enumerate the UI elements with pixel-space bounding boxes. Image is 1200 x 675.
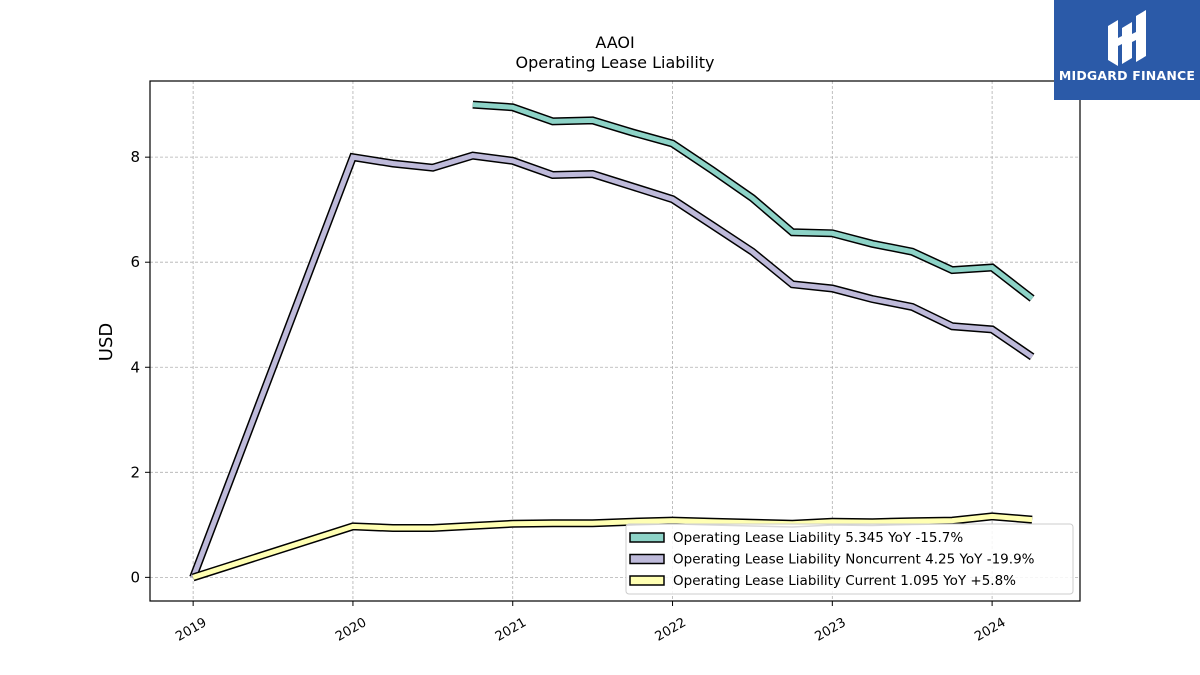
legend-swatch — [629, 532, 665, 543]
x-tick-label: 2021 — [493, 615, 529, 645]
series-line-2 — [192, 513, 1033, 580]
brand-name: MIDGARD FINANCE — [1058, 68, 1196, 83]
y-tick-label: 6 — [130, 253, 140, 271]
legend-item-label: Operating Lease Liability Noncurrent 4.2… — [673, 552, 1035, 568]
y-tick-label: 8 — [130, 148, 140, 166]
series-outline-1 — [189, 151, 1035, 579]
legend-swatch — [629, 553, 665, 565]
x-tick-label: 2023 — [812, 615, 848, 645]
brand-logo: MIDGARD FINANCE — [1054, 0, 1200, 100]
x-tick-label: 2024 — [972, 615, 1008, 645]
plot-area-frame — [149, 80, 1081, 602]
x-tick-label: 2022 — [653, 615, 689, 645]
x-tick-label: 2019 — [173, 615, 209, 645]
y-tick-label: 2 — [130, 463, 140, 481]
x-tick-label: 2020 — [333, 615, 369, 645]
chart-title: AAOI — [595, 33, 634, 52]
chart-subtitle: Operating Lease Liability — [515, 53, 714, 72]
y-tick-label: 0 — [130, 568, 140, 586]
grid-lines — [150, 81, 1080, 601]
legend-swatch — [629, 575, 665, 586]
series-line-0 — [472, 102, 1034, 301]
midgard-logo-icon — [1108, 10, 1146, 66]
legend-box — [625, 523, 1074, 595]
legend-item-label: Operating Lease Liability Current 1.095 … — [673, 573, 1016, 589]
y-tick-label: 4 — [130, 358, 140, 376]
y-axis-label: USD — [96, 323, 117, 361]
series-lines — [189, 100, 1035, 582]
legend: Operating Lease Liability 5.345 YoY -15.… — [625, 523, 1074, 595]
series-line-1 — [190, 153, 1034, 579]
legend-item-label: Operating Lease Liability 5.345 YoY -15.… — [673, 530, 963, 546]
